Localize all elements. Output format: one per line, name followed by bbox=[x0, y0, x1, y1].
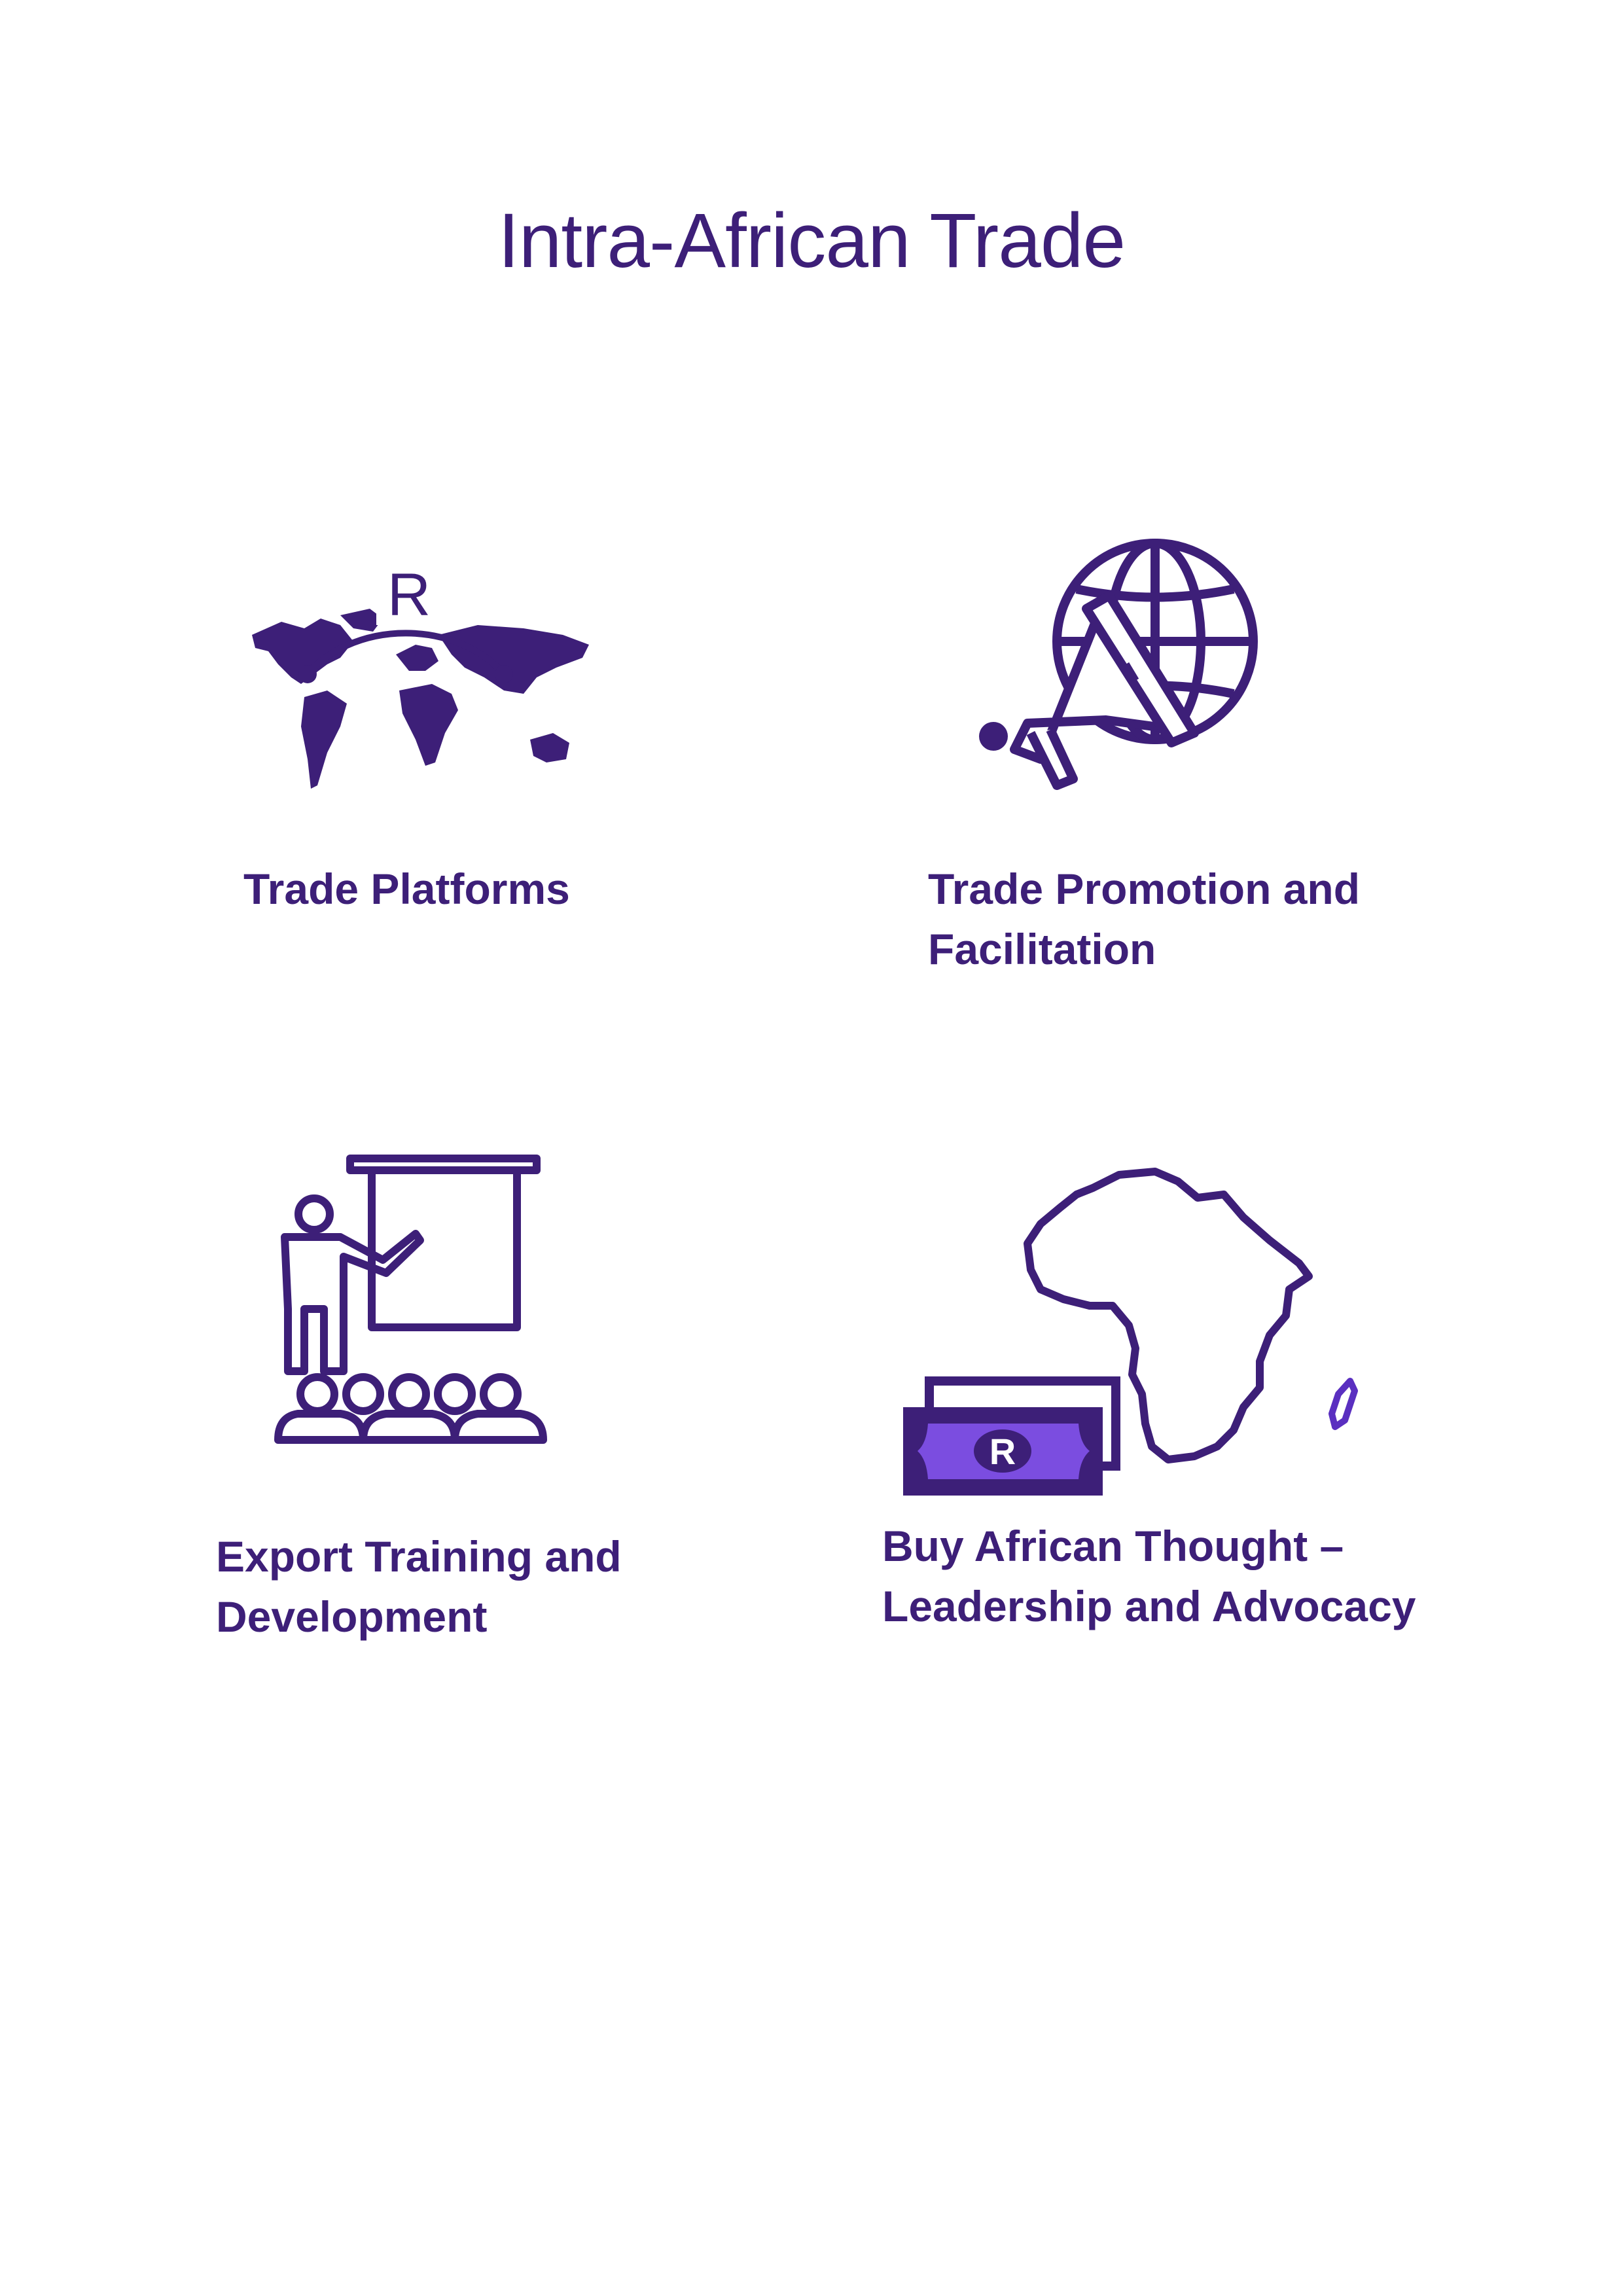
label-buy-african: Buy African Thought – Leadership and Adv… bbox=[882, 1522, 1416, 1630]
page-title: Intra-African Trade bbox=[497, 198, 1126, 284]
label-export-training: Export Training and Development bbox=[216, 1532, 622, 1641]
africa-money-icon: R bbox=[903, 1165, 1400, 1499]
world-map-icon: R bbox=[242, 537, 609, 812]
presentation-training-icon bbox=[268, 1152, 556, 1446]
world-map-r-text: R bbox=[387, 562, 431, 628]
money-r-text: R bbox=[990, 1431, 1016, 1472]
label-trade-promotion: Trade Promotion and Facilitation bbox=[928, 865, 1361, 973]
label-trade-platforms: Trade Platforms bbox=[243, 865, 570, 913]
megaphone-globe-icon bbox=[969, 533, 1283, 808]
